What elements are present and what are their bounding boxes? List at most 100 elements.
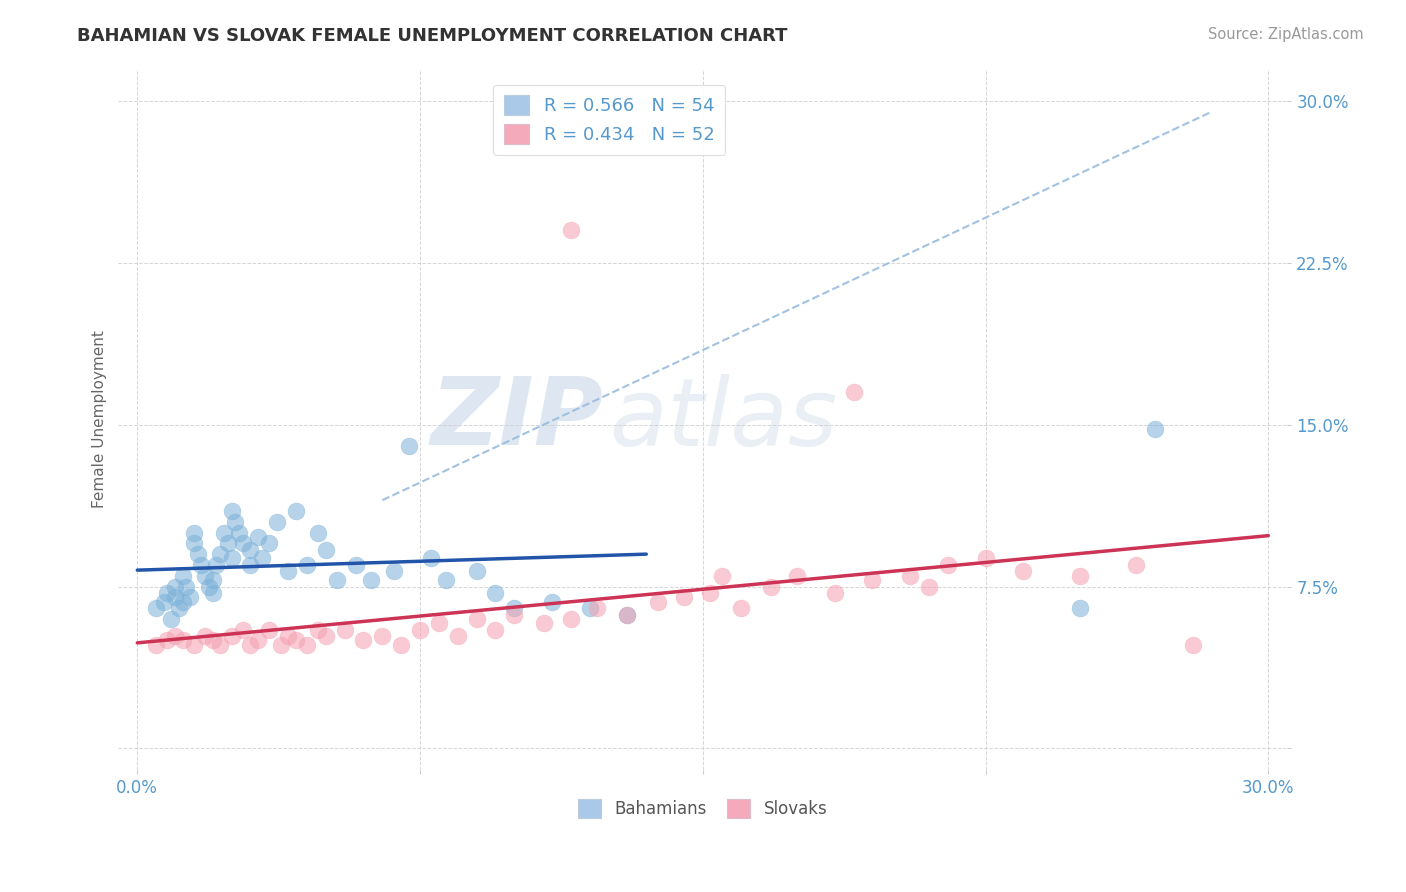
Point (277, 565, 299, 579)
Point (824, 586, 846, 600)
Point (759, 580, 782, 594)
Point (232, 623, 254, 637)
Point (172, 594, 194, 608)
Point (936, 558, 959, 572)
Point (307, 623, 329, 637)
Point (228, 525, 250, 540)
Point (163, 580, 186, 594)
Point (541, 594, 564, 608)
Point (221, 504, 243, 518)
Point (179, 591, 201, 605)
Point (194, 629, 217, 643)
Point (187, 547, 209, 561)
Point (371, 629, 394, 643)
Point (353, 633, 375, 648)
Point (1181, 638, 1204, 652)
Point (382, 565, 405, 579)
Point (295, 558, 318, 572)
Point (307, 525, 329, 540)
Point (224, 515, 246, 529)
Point (284, 633, 307, 648)
Point (194, 568, 217, 582)
Point (503, 607, 526, 622)
Point (484, 623, 506, 637)
Point (163, 629, 186, 643)
Point (266, 515, 288, 529)
Point (1012, 565, 1035, 579)
Point (616, 607, 638, 622)
Point (221, 551, 243, 566)
Point (560, 612, 582, 626)
Point (257, 536, 280, 550)
Text: BAHAMIAN VS SLOVAK FEMALE UNEMPLOYMENT CORRELATION CHART: BAHAMIAN VS SLOVAK FEMALE UNEMPLOYMENT C… (77, 27, 787, 45)
Y-axis label: Female Unemployment: Female Unemployment (93, 330, 107, 508)
Point (484, 586, 506, 600)
Point (239, 638, 262, 652)
Point (212, 525, 235, 540)
Point (152, 594, 174, 608)
Point (156, 586, 179, 600)
Point (167, 601, 190, 615)
Point (172, 568, 194, 582)
Point (436, 573, 458, 587)
Text: Source: ZipAtlas.com: Source: ZipAtlas.com (1208, 27, 1364, 42)
Point (221, 629, 243, 643)
Point (205, 558, 228, 572)
Point (156, 633, 179, 648)
Point (560, 223, 582, 237)
Point (198, 580, 221, 594)
Point (898, 568, 921, 582)
Point (344, 558, 367, 572)
Text: atlas: atlas (609, 374, 838, 465)
Point (246, 633, 269, 648)
Point (239, 558, 262, 572)
Point (270, 638, 292, 652)
Point (190, 558, 212, 572)
Point (465, 565, 488, 579)
Point (360, 573, 382, 587)
Point (176, 580, 198, 594)
Point (284, 504, 307, 518)
Point (333, 623, 356, 637)
Point (183, 525, 205, 540)
Point (183, 638, 205, 652)
Point (277, 629, 299, 643)
Point (447, 629, 470, 643)
Point (503, 601, 526, 615)
Point (427, 616, 450, 631)
Point (1144, 422, 1167, 436)
Point (974, 551, 997, 566)
Point (145, 638, 167, 652)
Point (578, 601, 600, 615)
Point (183, 536, 205, 550)
Point (699, 586, 721, 600)
Point (172, 633, 194, 648)
Point (250, 551, 273, 566)
Point (257, 623, 280, 637)
Point (672, 591, 695, 605)
Point (209, 638, 232, 652)
Point (315, 629, 337, 643)
Point (201, 586, 224, 600)
Text: ZIP: ZIP (430, 373, 603, 466)
Point (862, 573, 884, 587)
Point (246, 530, 269, 544)
Point (295, 638, 318, 652)
Point (1069, 601, 1091, 615)
Point (315, 542, 337, 557)
Point (730, 601, 752, 615)
Point (420, 551, 443, 566)
Point (163, 591, 186, 605)
Point (616, 607, 638, 622)
Point (160, 612, 183, 626)
Point (1125, 558, 1147, 572)
Point (842, 385, 865, 400)
Point (145, 601, 167, 615)
Point (465, 612, 488, 626)
Point (201, 633, 224, 648)
Point (232, 536, 254, 550)
Point (217, 536, 239, 550)
Point (918, 580, 941, 594)
Point (786, 568, 808, 582)
Point (239, 542, 262, 557)
